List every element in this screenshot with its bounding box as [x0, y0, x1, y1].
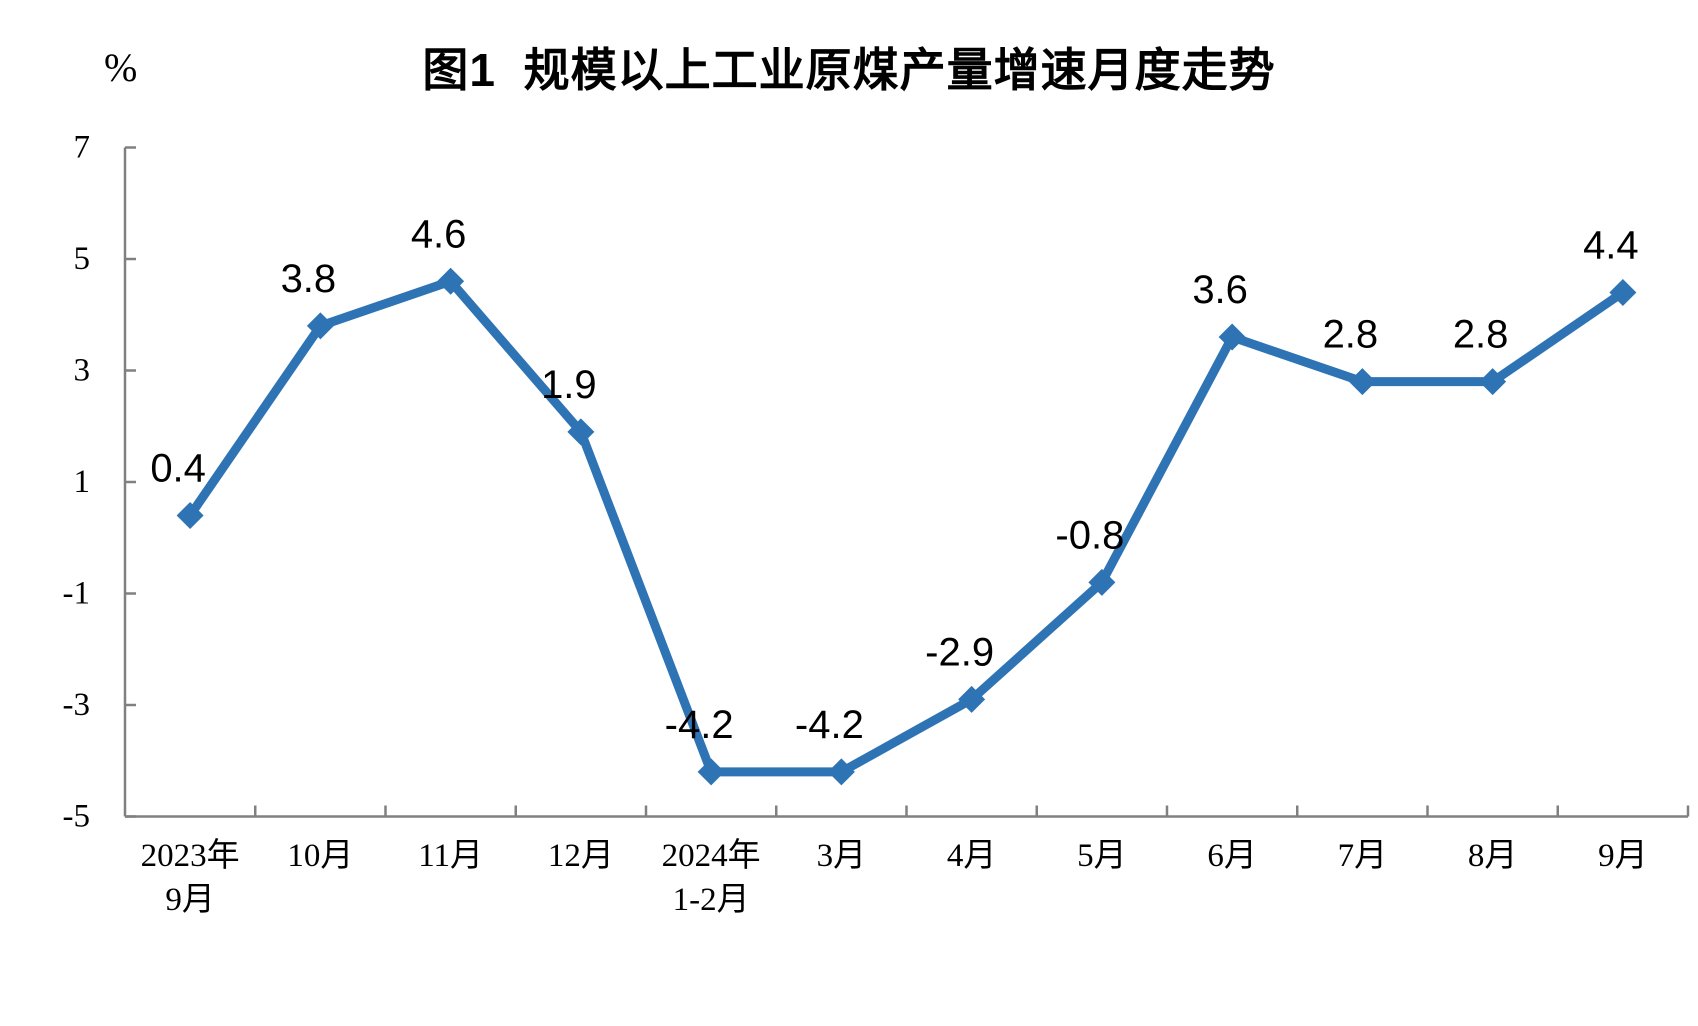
data-point-marker: [1479, 368, 1507, 396]
y-tick-label: 3: [74, 353, 91, 389]
data-point-label: 4.6: [411, 212, 467, 256]
data-point-marker: [827, 758, 855, 786]
y-tick-label: 1: [74, 464, 91, 500]
data-point-label: 3.6: [1192, 268, 1248, 312]
x-category-label: 3月: [817, 838, 867, 874]
data-point-label: 0.4: [150, 446, 206, 490]
data-point-marker: [1348, 368, 1376, 396]
data-point-marker: [1088, 568, 1116, 596]
x-category-label: 2024年: [662, 837, 761, 874]
data-point-marker: [697, 758, 725, 786]
x-category-label: 8月: [1468, 838, 1518, 874]
data-point-marker: [958, 685, 986, 713]
data-line: [185, 276, 1628, 777]
data-point-label: 2.8: [1323, 313, 1379, 357]
x-category-label: 9月: [1598, 838, 1648, 874]
data-point-label: 4.4: [1583, 223, 1639, 267]
data-point-label: 2.8: [1453, 313, 1509, 357]
x-category-label: 2023年: [141, 837, 240, 874]
x-category-label: 9月: [165, 882, 215, 918]
y-axis-unit-label: %: [104, 45, 138, 90]
x-category-label: 5月: [1077, 838, 1127, 874]
x-category-label: 10月: [287, 838, 353, 874]
data-point-label: -2.9: [925, 630, 994, 674]
data-point-marker: [1218, 323, 1246, 351]
x-category-label: 11月: [418, 838, 483, 874]
y-tick-label: -5: [63, 799, 91, 835]
data-point-marker: [176, 501, 204, 529]
data-point-label: -0.8: [1055, 513, 1124, 557]
x-category-label: 12月: [548, 838, 614, 874]
x-category-label: 4月: [947, 838, 997, 874]
x-category-label: 6月: [1207, 838, 1257, 874]
y-tick-label: -1: [63, 576, 91, 612]
data-point-label: 1.9: [541, 363, 597, 407]
data-point-marker: [567, 418, 595, 446]
y-tick-label: 5: [74, 241, 91, 277]
x-category-label: 7月: [1338, 838, 1388, 874]
data-point-marker: [437, 267, 465, 295]
y-tick-label: -3: [63, 687, 91, 723]
data-point-marker: [306, 312, 334, 340]
chart-title: 图1 规模以上工业原煤产量增速月度走势: [422, 44, 1276, 96]
data-point-marker: [1609, 278, 1637, 306]
data-point-label: 3.8: [281, 257, 337, 301]
x-category-label: 1-2月: [673, 882, 750, 918]
data-point-label: -4.2: [665, 703, 734, 747]
data-point-label: -4.2: [795, 703, 864, 747]
y-tick-label: 7: [74, 130, 91, 166]
